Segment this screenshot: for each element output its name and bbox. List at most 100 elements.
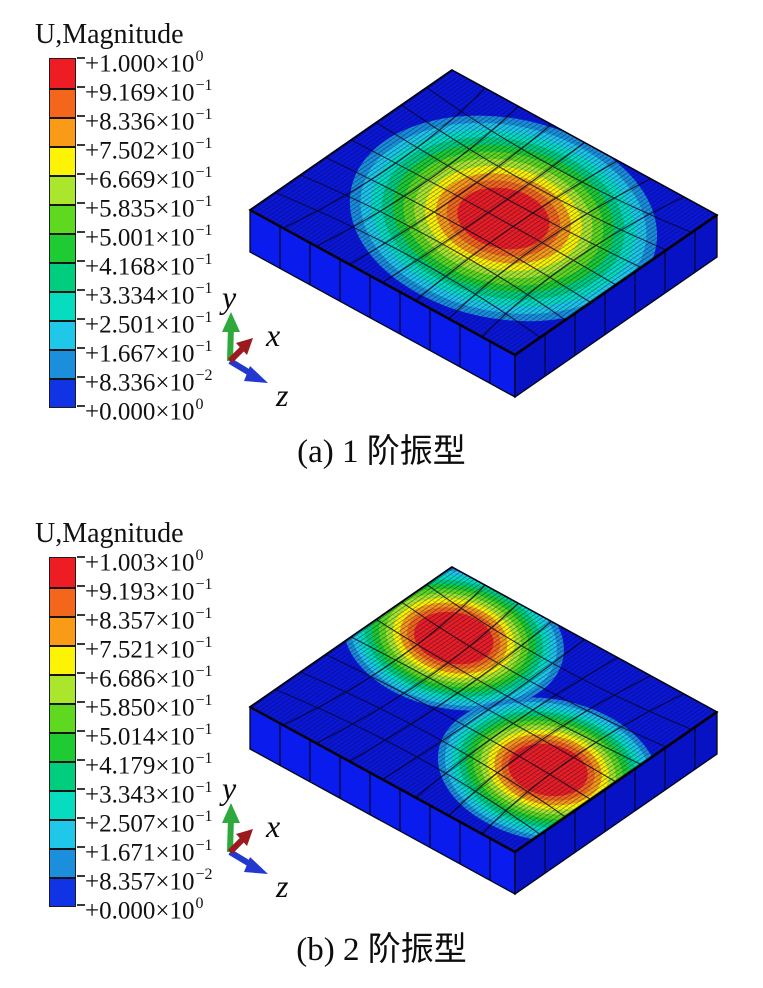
figure-b: U,Magnitude	[0, 494, 763, 988]
colorbar-labels: +1.003×100 +9.193×10−1 +8.357×10−1 +7.52…	[85, 542, 213, 925]
y-axis-label: y	[219, 775, 237, 806]
colorbar-tick	[77, 817, 85, 819]
colorbar-tick-label: +4.179×10−1	[85, 750, 213, 780]
legend-a: U,Magnitude	[31, 20, 271, 440]
z-axis-arrowhead	[244, 366, 268, 383]
colorbar-band	[50, 233, 75, 262]
colorbar-tick-label: +5.850×10−1	[85, 692, 213, 722]
colorbar-band	[50, 378, 75, 407]
colorbar-band	[50, 848, 75, 877]
axis-triad: y x z	[219, 775, 289, 904]
colorbar-band	[50, 146, 75, 175]
mesh-hatching	[250, 567, 718, 853]
colorbar-band	[50, 674, 75, 703]
colorbar-tick-label: +0.000×100	[85, 895, 204, 925]
colorbar-tick-label: +6.669×10−1	[85, 164, 213, 194]
legend-b: U,Magnitude	[31, 519, 271, 939]
colorbar-tick-label: +9.193×10−1	[85, 576, 213, 606]
colorbar-tick-label: +9.169×10−1	[85, 77, 213, 107]
x-axis-arrow	[227, 346, 245, 364]
z-axis-label: z	[275, 868, 289, 904]
colorbar-tick-label: +3.343×10−1	[85, 779, 213, 809]
colorbar-tick-label: +4.168×10−1	[85, 251, 213, 281]
colorbar-tick-label: +1.003×100	[85, 547, 204, 577]
colorbar-band	[50, 88, 75, 117]
colorbar-tick	[77, 202, 85, 204]
colorbar-tick	[77, 759, 85, 761]
colorbar-band	[50, 349, 75, 378]
colorbar-tick	[77, 57, 85, 59]
y-axis-arrowhead	[222, 312, 240, 332]
colorbar-band	[50, 587, 75, 616]
colorbar-tick-label: +7.502×10−1	[85, 135, 213, 165]
colorbar-band	[50, 204, 75, 233]
legend-title: U,Magnitude	[35, 518, 184, 549]
colorbar-tick-label: +2.507×10−1	[85, 808, 213, 838]
caption-a: (a) 1 阶振型	[297, 434, 466, 470]
colorbar-band	[50, 761, 75, 790]
mode1-contour-plot	[248, 69, 719, 399]
colorbar-tick-label: +1.671×10−1	[85, 837, 213, 867]
colorbar-tick-label: +8.357×10−2	[85, 866, 213, 896]
colorbar-band	[50, 732, 75, 761]
colorbar-tick	[77, 556, 85, 558]
colorbar-band	[50, 117, 75, 146]
colorbar-band	[50, 645, 75, 674]
colorbar-tick	[77, 173, 85, 175]
colorbar-tick	[77, 347, 85, 349]
colorbar-tick	[77, 376, 85, 378]
colorbar-band	[50, 558, 75, 587]
x-axis-arrowhead	[236, 338, 253, 355]
x-axis-arrowhead	[236, 829, 253, 846]
colorbar-tick-label: +3.334×10−1	[85, 280, 213, 310]
colorbar-tick-label: +5.835×10−1	[85, 193, 213, 223]
colorbar-tick	[77, 144, 85, 146]
colorbar-tick	[77, 405, 85, 407]
x-axis-arrow	[227, 837, 245, 855]
colorbar-band	[50, 877, 75, 906]
colorbar-tick	[77, 672, 85, 674]
colorbar-band	[50, 291, 75, 320]
plate-front-edge	[249, 705, 718, 854]
colorbar-tick-label: +5.001×10−1	[85, 222, 213, 252]
colorbar-band	[50, 790, 75, 819]
mode2-contour-plot	[248, 566, 719, 896]
colorbar-tick-label: +1.667×10−1	[85, 338, 213, 368]
colorbar-tick	[77, 289, 85, 291]
colorbar-tick-label: +2.501×10−1	[85, 309, 213, 339]
colorbar-band	[50, 703, 75, 732]
figure-a: U,Magnitude	[31, 20, 719, 470]
colorbar-tick	[77, 86, 85, 88]
plate-front-edge	[249, 208, 718, 357]
colorbar-tick-label: +8.336×10−2	[85, 367, 213, 397]
colorbar-tick	[77, 875, 85, 877]
mesh-grid-lines	[274, 584, 693, 835]
z-axis-arrowhead	[244, 857, 268, 874]
colorbar-tick	[77, 585, 85, 587]
mesh-grid-lines	[274, 87, 693, 338]
colorbar-band	[50, 320, 75, 349]
plate-side-faces	[249, 208, 718, 399]
colorbar-tick-label: +7.521×10−1	[85, 634, 213, 664]
y-axis-arrowhead	[222, 803, 240, 823]
colorbar-tick-label: +8.336×10−1	[85, 106, 213, 136]
colorbar-tick-label: +1.000×100	[85, 48, 204, 78]
x-axis-label: x	[265, 317, 280, 353]
colorbar-tick-label: +5.014×10−1	[85, 721, 213, 751]
colorbar	[49, 58, 76, 408]
caption-b: (b) 2 阶振型	[296, 932, 467, 968]
y-axis-label: y	[219, 284, 237, 315]
x-axis-label: x	[265, 808, 280, 844]
colorbar-tick	[77, 904, 85, 906]
plate-top-face	[248, 69, 719, 356]
legend-title: U,Magnitude	[35, 19, 184, 50]
colorbar-band	[50, 175, 75, 204]
colorbar-tick	[77, 643, 85, 645]
colorbar-tick	[77, 846, 85, 848]
colorbar-labels: +1.000×100 +9.169×10−1 +8.336×10−1 +7.50…	[85, 43, 213, 426]
colorbar-tick	[77, 260, 85, 262]
colorbar	[49, 557, 76, 907]
colorbar-band	[50, 59, 75, 88]
colorbar-tick-label: +0.000×100	[85, 396, 204, 426]
